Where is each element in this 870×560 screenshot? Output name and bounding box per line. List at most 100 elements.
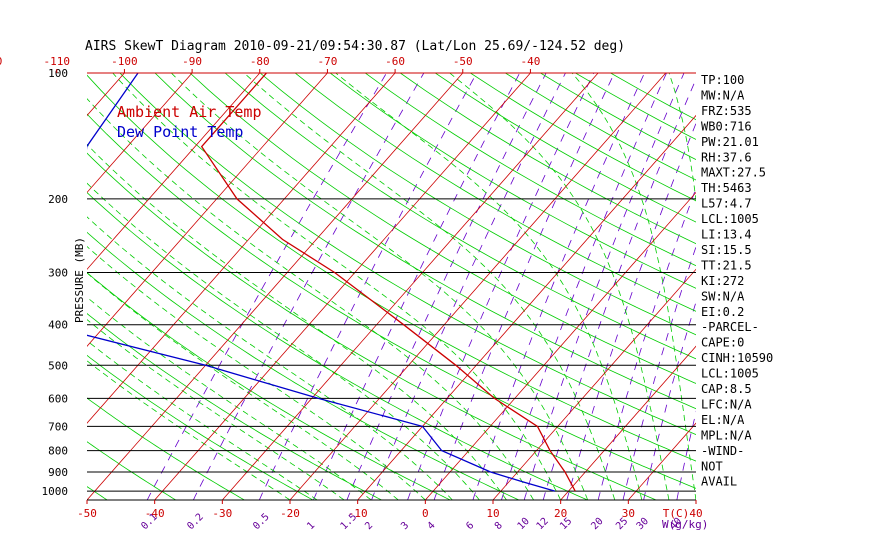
- mixing-ratio-label: 3: [399, 520, 411, 532]
- stability-index-item: CAPE:0: [701, 336, 744, 350]
- stability-index-item: -PARCEL-: [701, 320, 759, 334]
- profile-lines: [87, 73, 576, 492]
- bottom-axis-unit: T(C): [663, 507, 690, 520]
- mixing-ratio-line: [622, 245, 696, 500]
- bottom-tick-label: -40: [145, 507, 165, 520]
- dry-adiabat-line: [87, 354, 314, 500]
- stability-index-item: WB0:716: [701, 119, 752, 133]
- moist-adiabat-line: [87, 182, 480, 500]
- dry-adiabat-line: [87, 74, 696, 462]
- mixing-ratio-line: [433, 73, 615, 500]
- isotherm-lines: [0, 73, 870, 500]
- dry-adiabat-line: [0, 73, 39, 500]
- mixing-ratio-line: [192, 73, 425, 500]
- moist-adiabat-line: [112, 73, 562, 500]
- pressure-tick-label: 100: [48, 67, 68, 80]
- top-tick-label: -60: [385, 55, 405, 68]
- bottom-tick-label: -10: [348, 507, 368, 520]
- mixing-ratio-label: 1: [305, 520, 317, 532]
- stability-index-item: SI:15.5: [701, 243, 752, 257]
- legend-dew-point-temp: Dew Point Temp: [117, 123, 243, 141]
- stability-index-item: PW:21.01: [701, 135, 759, 149]
- isotherm-line: [628, 422, 696, 500]
- pressure-tick-label: 1000: [42, 485, 69, 498]
- stability-index-item: LI:13.4: [701, 228, 752, 242]
- bottom-tick-label: -50: [77, 507, 97, 520]
- top-tick-label: -110: [44, 55, 71, 68]
- moist-adiabat-line: [449, 73, 670, 500]
- moist-adiabat-line: [87, 360, 291, 500]
- stability-index-item: SW:N/A: [701, 289, 745, 303]
- bottom-tick-label: -30: [212, 507, 232, 520]
- pressure-tick-label: 900: [48, 466, 68, 479]
- dry-adiabat-line: [505, 73, 696, 181]
- dry-adiabat-line: [470, 73, 696, 202]
- stability-index-item: TP:100: [701, 73, 744, 87]
- dry-adiabat-line: [87, 113, 696, 489]
- pressure-tick-label: 400: [48, 319, 68, 332]
- mixing-ratio-label: 10: [516, 516, 532, 532]
- mixing-ratio-label: 20: [589, 516, 605, 532]
- pressure-tick-label: 600: [48, 392, 68, 405]
- chart-title: AIRS SkewT Diagram 2010-09-21/09:54:30.8…: [85, 39, 625, 54]
- dry-adiabat-line: [294, 73, 696, 312]
- stability-index-item: TH:5463: [701, 181, 752, 195]
- mixing-ratio-label: 30: [635, 516, 651, 532]
- moist-adiabat-line: [87, 98, 534, 500]
- mixing-ratio-label: 0.5: [251, 512, 272, 533]
- top-tick-label: -100: [111, 55, 138, 68]
- bottom-tick-label: 10: [486, 507, 499, 520]
- mixing-ratio-line: [472, 73, 645, 500]
- moist-adiabat-line: [171, 73, 589, 500]
- mixing-ratio-unit: W(g/kg): [662, 518, 708, 531]
- y-axis-label: PRESSURE (MB): [73, 237, 86, 323]
- isotherm-line: [222, 73, 599, 500]
- stability-index-item: LCL:1005: [701, 367, 759, 381]
- moist-adiabat-line: [87, 143, 507, 500]
- stability-index-item: KI:272: [701, 274, 744, 288]
- isobar-lines: 100 200 300 400 500 600 700 800 900 1000: [42, 67, 696, 498]
- stability-index-item: CAP:8.5: [701, 382, 752, 396]
- mixing-ratio-line: [346, 73, 547, 500]
- stability-index-item: TT:21.5: [701, 258, 752, 272]
- isotherm-line: [154, 73, 531, 500]
- legend-ambient-air-temp: Ambient Air Temp: [117, 103, 262, 121]
- dry-adiabat-line: [87, 397, 245, 500]
- dry-adiabat-line: [329, 73, 696, 289]
- dry-adiabat-line: [87, 486, 108, 500]
- mixing-ratio-line: [407, 73, 595, 500]
- pressure-tick-label: 500: [48, 359, 68, 372]
- isotherm-line: [87, 73, 396, 424]
- mixing-ratio-line: [258, 73, 478, 500]
- top-tick-label: -90: [182, 55, 202, 68]
- stability-index-item: -WIND-: [701, 444, 744, 458]
- mixing-ratio-label: 12: [535, 516, 551, 532]
- top-tick-label: -70: [317, 55, 337, 68]
- isotherm-line: [87, 73, 125, 117]
- stability-index-item: EL:N/A: [701, 413, 745, 427]
- mixing-ratio-line: [542, 78, 696, 500]
- mixing-ratio-line: [566, 122, 696, 500]
- isotherm-line: [87, 73, 261, 270]
- dry-adiabat-line: [189, 73, 696, 384]
- isotherm-line: [87, 73, 464, 500]
- stability-index-item: EI:0.2: [701, 305, 744, 319]
- dry-adiabat-lines: [0, 73, 696, 500]
- mixing-ratio-line: [597, 187, 696, 500]
- dry-adiabat-line: [87, 152, 657, 500]
- isotherm-line: [0, 73, 57, 500]
- isotherm-line: [425, 191, 696, 500]
- stability-index-item: CINH:10590: [701, 351, 773, 365]
- bottom-tick-label: -20: [280, 507, 300, 520]
- dry-adiabat-line: [119, 73, 696, 436]
- stability-index-item: RH:37.6: [701, 150, 752, 164]
- mixing-ratio-label: 2: [363, 520, 375, 532]
- isotherm-line: [492, 268, 696, 500]
- mixing-ratio-line: [676, 410, 696, 500]
- mixing-ratio-line: [501, 73, 667, 500]
- pressure-tick-label: 300: [48, 267, 68, 280]
- stability-index-item: MW:N/A: [701, 88, 745, 102]
- stability-index-item: NOT: [701, 459, 723, 473]
- dry-adiabat-line: [259, 73, 696, 336]
- isotherm-line: [831, 73, 870, 500]
